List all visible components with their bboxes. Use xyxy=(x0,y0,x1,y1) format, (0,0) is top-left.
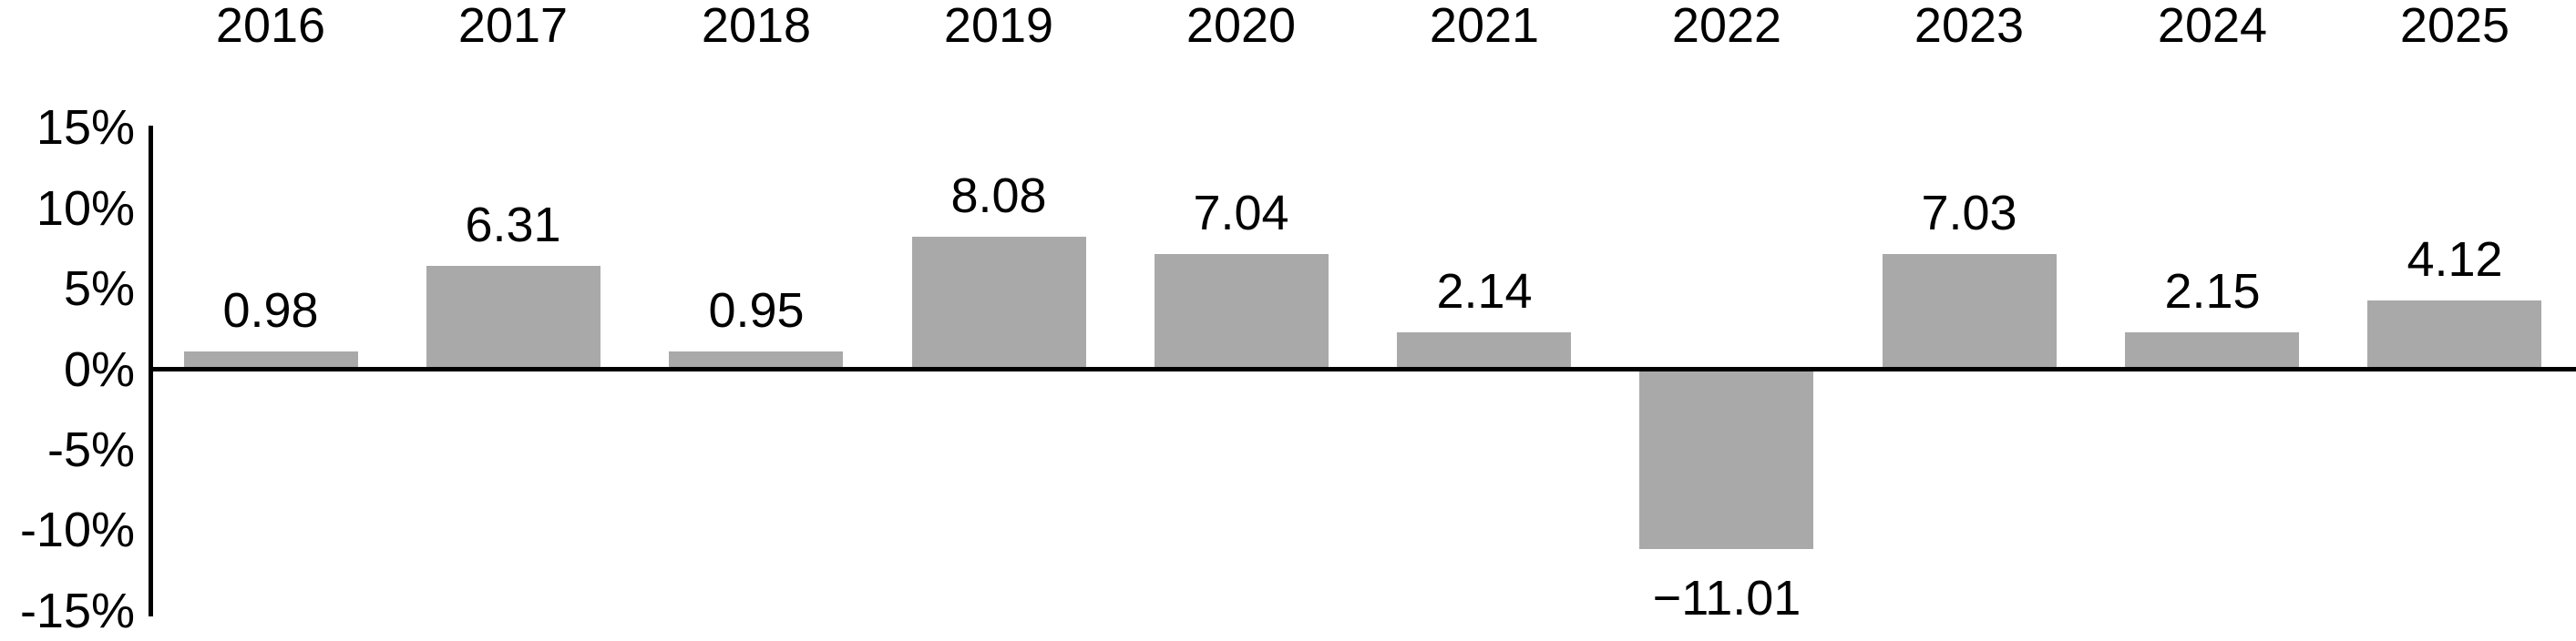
x-tick-label: 2018 xyxy=(701,0,812,53)
bar-2023 xyxy=(1883,254,2057,367)
x-tick-label: 2025 xyxy=(2399,0,2510,53)
bar-value-label: 0.98 xyxy=(222,283,319,338)
bar-2021 xyxy=(1397,332,1571,367)
x-tick-label: 2023 xyxy=(1914,0,2025,53)
bar-2020 xyxy=(1155,254,1329,367)
y-tick-label: 15% xyxy=(36,100,135,155)
x-tick-label: 2021 xyxy=(1429,0,1540,53)
x-tick-label: 2024 xyxy=(2157,0,2268,53)
bar-value-label: 2.14 xyxy=(1436,264,1533,319)
bar-value-label: 7.04 xyxy=(1193,186,1289,240)
x-tick-label: 2022 xyxy=(1671,0,1782,53)
bar-value-label: 2.15 xyxy=(2164,264,2261,319)
x-tick-label: 2017 xyxy=(457,0,569,53)
bar-value-label: 8.08 xyxy=(950,168,1047,223)
x-tick-label: 2020 xyxy=(1185,0,1297,53)
y-tick-label: -5% xyxy=(46,422,135,477)
bar-2018 xyxy=(669,351,843,367)
bar-value-label: 6.31 xyxy=(465,198,561,252)
bar-2022 xyxy=(1639,371,1813,549)
bar-value-label: 4.12 xyxy=(2407,232,2503,287)
y-tick-label: 10% xyxy=(36,181,135,236)
zero-baseline xyxy=(149,367,2576,371)
bar-value-label: −11.01 xyxy=(1652,571,1801,626)
bar-value-label: 0.95 xyxy=(708,283,805,338)
x-tick-label: 2019 xyxy=(943,0,1054,53)
y-tick-label: 5% xyxy=(63,261,135,316)
y-tick-label: -10% xyxy=(19,503,135,557)
y-tick-label: -15% xyxy=(19,584,135,638)
bar-value-label: 7.03 xyxy=(1921,186,2017,240)
bar-2025 xyxy=(2367,300,2541,367)
y-tick-label: 0% xyxy=(63,342,135,397)
bar-2016 xyxy=(184,351,358,367)
bar-2024 xyxy=(2125,332,2299,367)
bar-2019 xyxy=(912,237,1086,367)
x-tick-label: 2016 xyxy=(215,0,326,53)
bar-2017 xyxy=(426,266,600,367)
